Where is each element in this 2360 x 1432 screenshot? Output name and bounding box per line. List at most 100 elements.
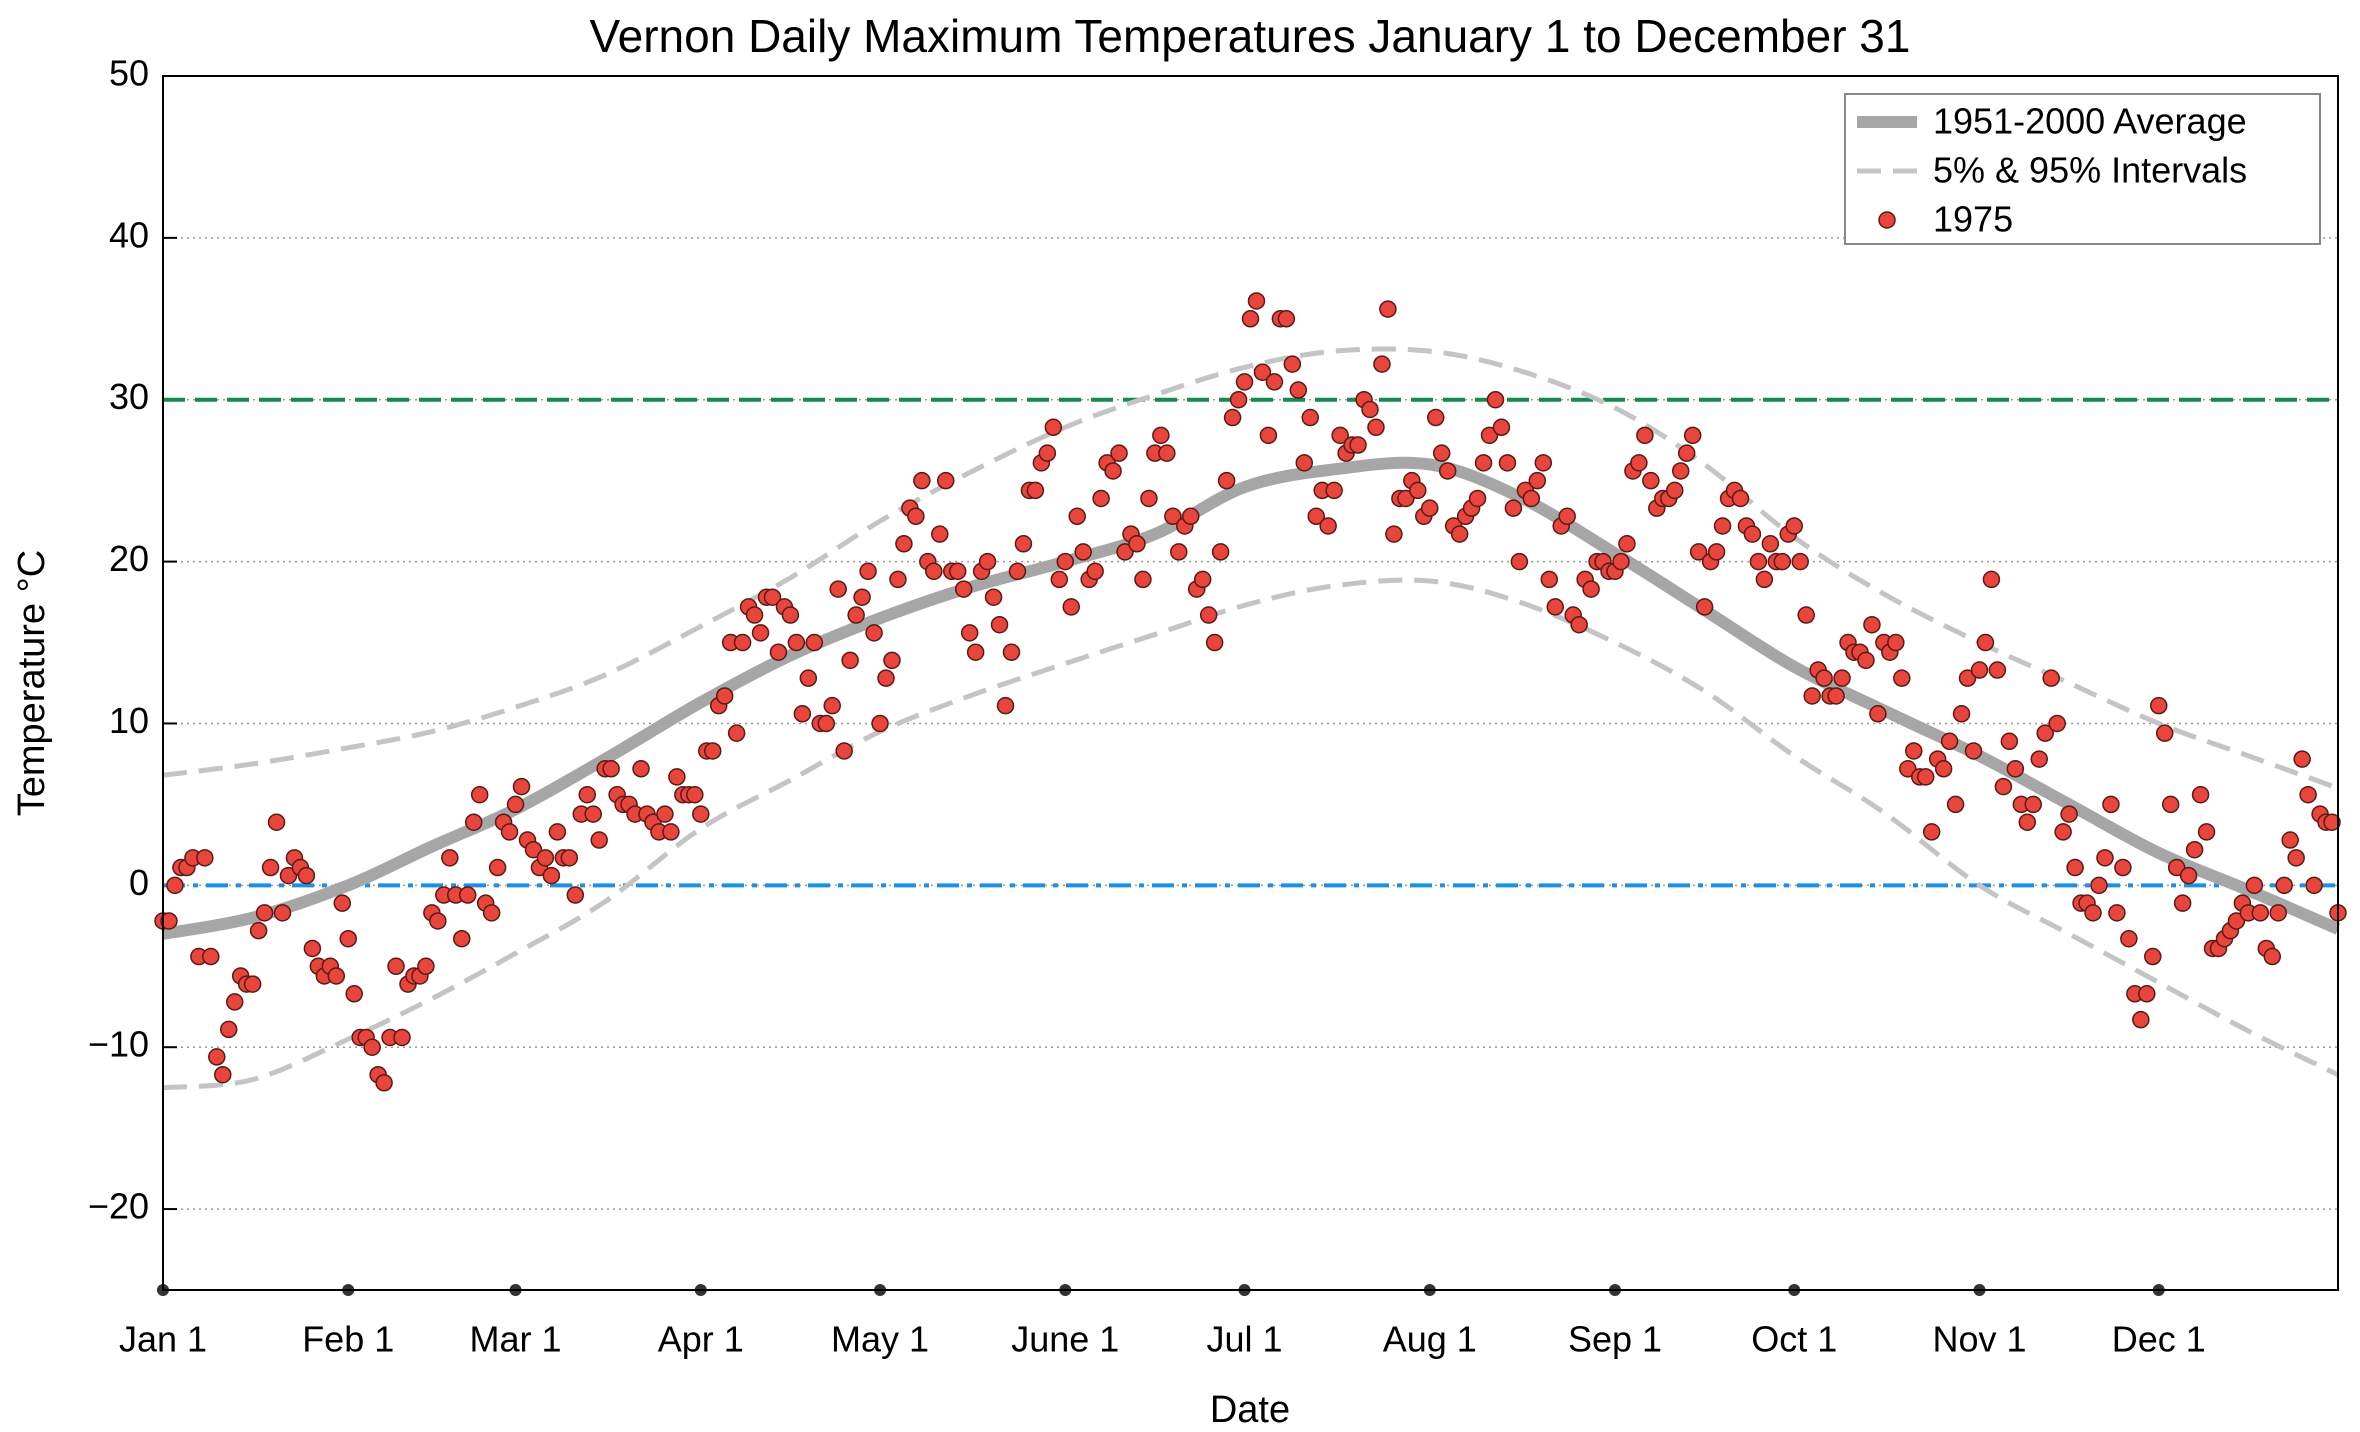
data-point [506, 795, 525, 814]
data-point [327, 967, 346, 985]
data-point [1952, 705, 1971, 723]
data-point [1671, 462, 1690, 480]
data-point [2144, 947, 2162, 966]
data-point [1331, 426, 1349, 445]
data-point [787, 633, 806, 652]
data-point [1893, 669, 1911, 687]
data-point [482, 904, 501, 922]
data-point [954, 580, 973, 598]
data-point [769, 643, 788, 661]
data-point [1421, 499, 1439, 517]
data-point [458, 886, 477, 904]
data-point [823, 696, 841, 715]
data-point [584, 805, 602, 823]
x-tick-label: June 1 [1011, 1319, 1119, 1360]
data-point [1749, 552, 1768, 571]
data-point [1002, 643, 1021, 661]
data-point [279, 866, 298, 885]
data-point [1247, 292, 1266, 310]
data-point [417, 957, 435, 976]
data-point [1785, 517, 1803, 535]
data-point [2060, 805, 2078, 823]
chart-title: Vernon Daily Maximum Temperatures Januar… [590, 10, 1911, 62]
data-point [1474, 454, 1493, 472]
data-point [500, 823, 519, 841]
data-point [2024, 795, 2043, 814]
data-point [1982, 570, 2001, 589]
y-tick-label: 40 [109, 214, 149, 255]
data-point [393, 1028, 411, 1047]
data-point [1307, 507, 1325, 526]
data-point [2149, 696, 2168, 715]
data-point [1582, 580, 1600, 598]
data-point [1289, 381, 1308, 399]
data-point [1558, 507, 1576, 526]
x-tick-label: Apr 1 [658, 1319, 744, 1360]
data-point [1181, 507, 1200, 526]
data-point [1922, 823, 1941, 841]
data-point [590, 831, 608, 849]
data-point [1827, 687, 1845, 705]
data-point [859, 562, 877, 581]
data-point [1540, 570, 1559, 589]
data-point [2138, 985, 2156, 1003]
data-point [2155, 724, 2174, 742]
data-point [1367, 418, 1385, 437]
data-point [166, 876, 184, 895]
data-point [805, 633, 824, 652]
data-point [1743, 525, 1762, 543]
data-point [1140, 489, 1158, 508]
data-point [1695, 598, 1714, 616]
data-point [1803, 687, 1821, 705]
data-point [2108, 904, 2126, 922]
data-point [560, 849, 579, 867]
data-point [2048, 714, 2066, 733]
data-point [1976, 633, 1995, 652]
data-point [1044, 418, 1063, 437]
data-point [1450, 525, 1469, 543]
data-point [1486, 390, 1505, 409]
data-point [2275, 876, 2293, 895]
data-point [2305, 876, 2323, 895]
data-point [1761, 535, 1780, 553]
y-tick-label: −20 [88, 1186, 149, 1227]
data-point [1349, 436, 1367, 454]
data-point [996, 696, 1015, 715]
data-point [2299, 785, 2317, 804]
data-point [1916, 768, 1935, 786]
data-point [1397, 489, 1415, 508]
data-point [1283, 355, 1302, 373]
y-tick-label: 50 [109, 53, 149, 94]
data-point [1988, 661, 2007, 679]
data-point [1707, 543, 1726, 561]
data-point [727, 724, 746, 742]
data-point [524, 840, 543, 859]
data-point [2281, 831, 2299, 849]
data-point [208, 1048, 226, 1066]
data-point [1994, 777, 2013, 796]
data-point [1833, 669, 1851, 687]
data-point [937, 471, 955, 490]
data-point [602, 760, 620, 778]
data-point [2161, 795, 2180, 814]
data-point [1008, 562, 1027, 581]
data-point [536, 849, 555, 867]
data-point [1773, 552, 1792, 571]
data-point [303, 939, 322, 958]
legend-label: 1975 [1933, 199, 2013, 240]
y-axis-title: Temperature °C [11, 550, 53, 817]
data-point [453, 929, 471, 948]
x-tick-label: Mar 1 [470, 1319, 562, 1360]
data-point [160, 912, 178, 930]
data-point [2167, 858, 2186, 877]
data-point [1964, 742, 1983, 760]
data-point [662, 823, 680, 841]
data-point [1432, 444, 1451, 462]
legend-label: 5% & 95% Intervals [1933, 150, 2247, 191]
data-point [632, 760, 650, 778]
data-point [566, 886, 585, 904]
data-point [2287, 849, 2305, 867]
data-point [1887, 633, 1905, 652]
data-point [1319, 517, 1337, 535]
data-point [715, 687, 734, 705]
